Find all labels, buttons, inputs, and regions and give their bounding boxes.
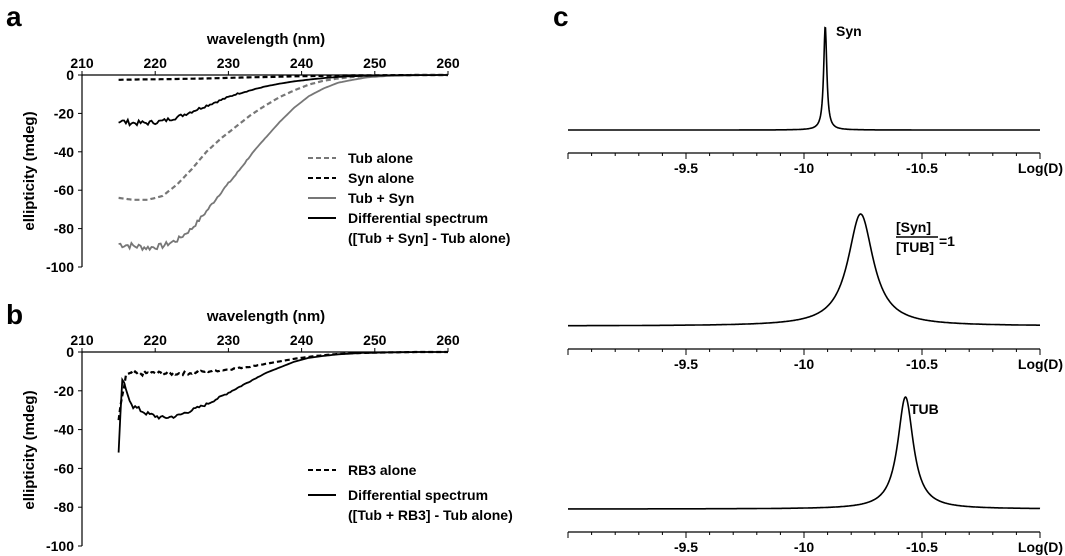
y-tick-label: -60 — [54, 182, 74, 198]
panel-b-letter: b — [6, 299, 23, 330]
panel-b-xlabel: wavelength (nm) — [206, 308, 325, 325]
x-tick-label: 230 — [217, 332, 241, 348]
x-tick-label: -10.5 — [906, 160, 938, 176]
panel-a-series-3 — [118, 74, 448, 127]
x-tick-label: 220 — [144, 55, 168, 71]
y-tick-label: -20 — [54, 105, 74, 121]
panel-b-series-1 — [117, 351, 448, 453]
x-tick-label: -9.5 — [674, 160, 698, 176]
y-tick-label: -60 — [54, 460, 74, 476]
peak-annotation: Syn — [836, 23, 862, 39]
x-tick-label: 230 — [217, 55, 241, 71]
y-tick-label: 0 — [66, 344, 74, 360]
panel-b-ylabel: ellipticity (mdeg) — [21, 390, 38, 509]
x-tick-label: 240 — [290, 332, 314, 348]
x-tick-label: -10.5 — [906, 539, 938, 555]
x-tick-label: 250 — [363, 55, 387, 71]
y-tick-label: -100 — [46, 259, 74, 275]
panel-c-xlabel: Log(D) — [1018, 356, 1063, 372]
peak-annotation: TUB — [910, 401, 939, 417]
x-tick-label: 250 — [363, 332, 387, 348]
panel-a-chart: wavelength (nm) ellipticity (mdeg) 210 22… — [21, 31, 510, 275]
legend-label: Syn alone — [348, 170, 414, 186]
x-tick-label: -10 — [794, 356, 814, 372]
x-tick-label: 240 — [290, 55, 314, 71]
legend-label: ([Tub + Syn] - Tub alone) — [348, 230, 510, 246]
x-tick-label: -10 — [794, 539, 814, 555]
ratio-numerator: [Syn] — [896, 219, 931, 235]
x-tick-label: -9.5 — [674, 539, 698, 555]
panel-b-legend: RB3 alone Differential spectrum ([Tub + RB… — [308, 462, 513, 523]
panel-b-series-0 — [117, 350, 448, 421]
legend-label: Tub alone — [348, 150, 413, 166]
x-tick-label: 260 — [436, 332, 460, 348]
y-tick-label: -40 — [54, 422, 74, 438]
panel-c-letter: c — [553, 1, 569, 32]
y-tick-label: -40 — [54, 144, 74, 160]
x-tick-label: -10.5 — [906, 356, 938, 372]
panel-c-chart: -9.5 -10 -10.5 Log(D) Syn -9.5 -10 -10.5 Log(D) [… — [567, 23, 1063, 555]
panel-c-xlabel: Log(D) — [1018, 160, 1063, 176]
y-tick-label: -20 — [54, 383, 74, 399]
x-tick-label: -10 — [794, 160, 814, 176]
x-tick-label: 260 — [436, 55, 460, 71]
x-tick-label: 210 — [70, 55, 94, 71]
ratio-denominator: [TUB] — [896, 239, 934, 255]
panel-a-letter: a — [6, 1, 22, 32]
y-tick-label: 0 — [66, 67, 74, 83]
x-tick-label: 220 — [144, 332, 168, 348]
y-tick-label: -100 — [46, 538, 74, 554]
panel-c-xlabel: Log(D) — [1018, 539, 1063, 555]
panel-a-xlabel: wavelength (nm) — [206, 31, 325, 48]
legend-label: Differential spectrum — [348, 487, 488, 503]
ratio-suffix: =1 — [939, 233, 955, 249]
x-tick-label: -9.5 — [674, 356, 698, 372]
panel-c-distribution-curve — [568, 26, 1040, 131]
legend-label: Differential spectrum — [348, 210, 488, 226]
panel-c-distribution-curve — [568, 213, 1040, 327]
legend-label: ([Tub + RB3] - Tub alone) — [348, 507, 513, 523]
y-tick-label: -80 — [54, 499, 74, 515]
panel-a-ylabel: ellipticity (mdeg) — [21, 111, 38, 230]
y-tick-label: -80 — [54, 221, 74, 237]
panel-a-legend: Tub alone Syn alone Tub + Syn Differential … — [308, 150, 510, 246]
legend-label: RB3 alone — [348, 462, 417, 478]
legend-label: Tub + Syn — [348, 190, 414, 206]
x-tick-label: 210 — [70, 332, 94, 348]
panel-b-chart: wavelength (nm) ellipticity (mdeg) 210 22… — [21, 308, 513, 554]
panel-c-distribution-curve — [568, 396, 1041, 510]
